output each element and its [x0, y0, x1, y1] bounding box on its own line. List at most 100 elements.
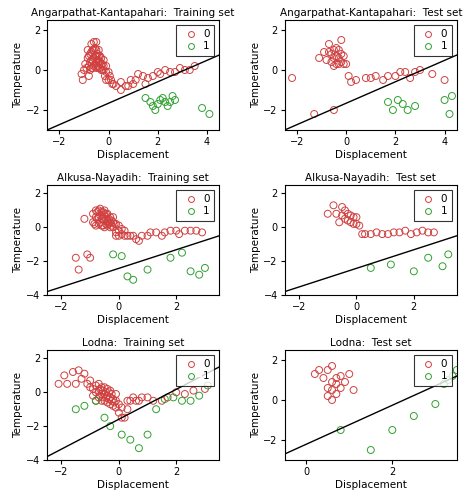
Point [92, 397, 100, 405]
Point [108, 397, 115, 405]
Point [98, 60, 106, 68]
Point [328, 50, 335, 58]
Point [118, 252, 125, 260]
Point [69, 368, 77, 376]
Point [86, 66, 94, 74]
Point [138, 394, 146, 402]
Point [81, 370, 88, 378]
Point [172, 388, 180, 396]
Point [118, 225, 125, 233]
Point [138, 232, 146, 240]
Point [325, 48, 333, 56]
Point [139, 72, 147, 80]
Point [96, 58, 104, 66]
Point [90, 46, 97, 54]
Point [149, 397, 157, 405]
Point [406, 74, 414, 82]
Point [394, 96, 402, 104]
Point [439, 262, 447, 270]
Point [401, 68, 409, 76]
Point [127, 76, 135, 84]
Point [328, 362, 336, 370]
Point [347, 218, 355, 226]
X-axis label: Displacement: Displacement [97, 150, 169, 160]
Point [106, 394, 114, 402]
Point [146, 228, 154, 236]
Point [91, 60, 99, 68]
Point [127, 232, 134, 240]
Point [95, 58, 103, 66]
Point [88, 56, 95, 64]
Title: Lodna:  Training set: Lodna: Training set [82, 338, 184, 348]
Point [333, 210, 340, 218]
Point [333, 52, 340, 60]
Point [100, 62, 107, 70]
Point [112, 390, 120, 398]
Point [324, 366, 332, 374]
Point [86, 58, 94, 66]
Point [379, 76, 387, 84]
Point [108, 80, 116, 88]
Point [204, 382, 211, 390]
Point [105, 76, 113, 84]
Point [372, 72, 380, 80]
Point [153, 405, 160, 413]
Point [127, 397, 134, 405]
X-axis label: Displacement: Displacement [97, 480, 169, 490]
Point [85, 52, 93, 60]
Point [358, 230, 366, 238]
Point [156, 96, 164, 104]
Point [118, 230, 125, 238]
Point [97, 204, 104, 212]
Point [407, 230, 415, 238]
Point [411, 68, 419, 76]
Point [61, 372, 68, 380]
Point [178, 397, 186, 405]
Point [352, 76, 360, 84]
Point [80, 66, 88, 74]
Point [109, 402, 117, 410]
Point [333, 374, 340, 382]
Point [328, 396, 336, 404]
Point [338, 50, 345, 58]
Point [161, 228, 169, 236]
Point [91, 52, 99, 60]
Point [115, 222, 122, 230]
Point [92, 397, 100, 405]
Point [95, 380, 103, 388]
Point [340, 60, 348, 68]
Point [105, 68, 113, 76]
Point [149, 102, 157, 110]
Point [176, 64, 184, 72]
Point [187, 397, 195, 405]
Point [389, 106, 397, 114]
Point [178, 248, 186, 256]
Point [89, 210, 97, 218]
Legend: 0, 1: 0, 1 [414, 190, 452, 220]
Point [330, 62, 338, 70]
Point [112, 220, 120, 228]
Point [186, 66, 194, 74]
Point [90, 54, 97, 62]
Point [171, 96, 179, 104]
Point [401, 226, 409, 234]
Point [430, 228, 438, 236]
Point [72, 254, 80, 262]
X-axis label: Displacement: Displacement [335, 150, 407, 160]
Point [102, 76, 110, 84]
Point [89, 385, 97, 393]
Point [384, 230, 392, 238]
Point [109, 213, 117, 221]
Title: Angarpathat-Kantapahari:  Training set: Angarpathat-Kantapahari: Training set [32, 8, 235, 18]
Point [340, 52, 348, 60]
Point [95, 206, 103, 214]
Point [345, 72, 352, 80]
Point [341, 215, 349, 223]
Point [416, 66, 424, 74]
Point [171, 68, 179, 76]
Point [344, 216, 351, 224]
Point [95, 386, 103, 394]
Point [130, 394, 137, 402]
Legend: 0, 1: 0, 1 [414, 355, 452, 386]
Point [106, 224, 114, 232]
